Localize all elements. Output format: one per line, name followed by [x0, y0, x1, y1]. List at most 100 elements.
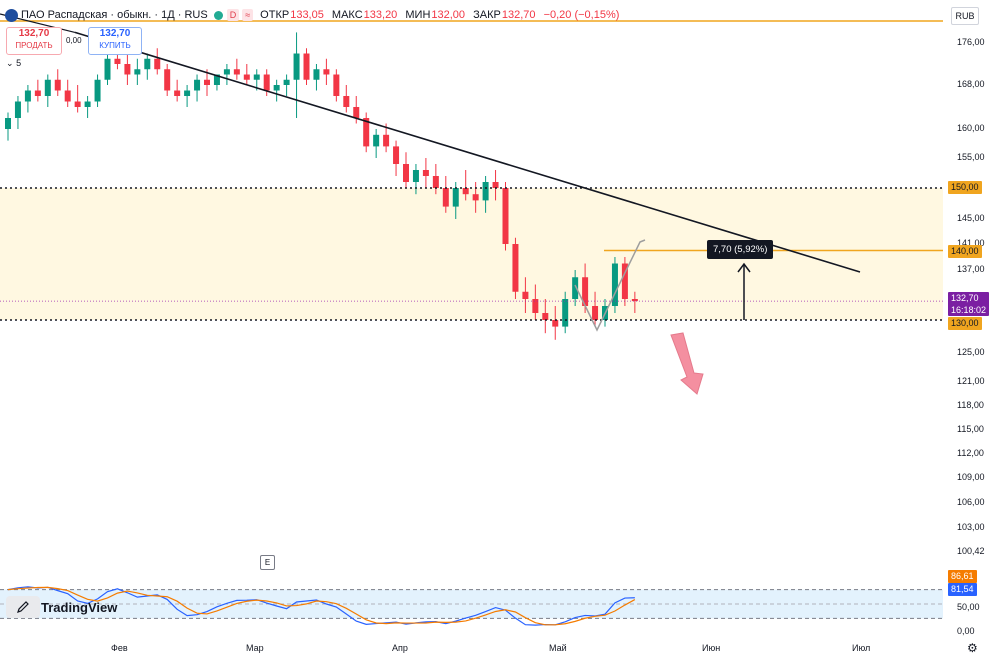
candle-body — [14, 101, 21, 118]
osc-tick: 50,00 — [957, 602, 980, 612]
candle-body — [542, 313, 549, 320]
indicator-toggle[interactable]: ⌄ 5 — [6, 58, 21, 69]
candle-body — [64, 90, 71, 102]
price-tick: 137,00 — [957, 264, 985, 274]
level-150-label: 150,00 — [948, 181, 982, 194]
buy-label: КУПИТЬ — [99, 41, 131, 50]
buy-button[interactable]: 132,70 КУПИТЬ — [88, 27, 142, 55]
ohlc-values: ОТКР133,05 МАКС133,20 МИН132,00 ЗАКР132,… — [260, 9, 624, 21]
buy-price: 132,70 — [99, 28, 131, 39]
month-label: Фев — [111, 643, 128, 653]
high-label: МАКС — [331, 9, 363, 21]
candle-body — [293, 53, 300, 80]
month-label: Июл — [852, 643, 871, 653]
candle-body — [432, 176, 439, 188]
symbol-logo-icon — [5, 8, 18, 22]
candle-body — [492, 182, 499, 188]
candle-body — [562, 299, 569, 327]
osc-tick: 0,00 — [957, 626, 975, 636]
sell-label: ПРОДАТЬ — [15, 41, 53, 50]
candle-body — [333, 74, 340, 96]
gear-icon[interactable]: ⚙ — [967, 641, 978, 655]
symbol-header: ПАО Распадская · обыкн. · 1Д · RUS D ≈ О… — [0, 5, 624, 25]
candle-body — [44, 79, 51, 96]
candle-body — [412, 170, 419, 182]
price-tick: 103,00 — [957, 522, 985, 532]
change-value: −0,20 (−0,15%) — [543, 9, 620, 21]
candle-body — [94, 79, 101, 102]
sell-price: 132,70 — [18, 28, 50, 39]
close-label: ЗАКР — [473, 9, 501, 21]
month-label: Июн — [702, 643, 721, 653]
price-tick: 145,00 — [957, 213, 985, 223]
candle-body — [313, 69, 320, 80]
candle-body — [373, 134, 380, 147]
candle-body — [343, 96, 350, 107]
open-label: ОТКР — [260, 9, 290, 21]
candle-body — [283, 79, 290, 85]
candle-body — [273, 85, 280, 91]
bar-countdown: 16:18:02 — [951, 305, 987, 315]
candle-body — [502, 188, 509, 244]
symbol-title[interactable]: ПАО Распадская · обыкн. · 1Д · RUS — [21, 9, 208, 21]
indicator-count: 5 — [16, 58, 22, 68]
candle-body — [144, 58, 151, 70]
candle-body — [204, 79, 210, 85]
candle-body — [353, 107, 360, 118]
price-tick: 141,00 — [957, 238, 985, 248]
close-value: 132,70 — [501, 9, 536, 21]
candle-body — [611, 263, 618, 306]
candle-body — [422, 170, 429, 176]
candle-body — [572, 277, 579, 299]
candle-body — [124, 64, 131, 75]
price-tick: 106,00 — [957, 497, 985, 507]
measure-arrow-head — [737, 262, 751, 273]
down-arrow-drawing[interactable] — [670, 332, 704, 395]
candle-body — [631, 299, 638, 302]
price-tick: 125,00 — [957, 347, 985, 357]
candle-body — [84, 101, 91, 107]
candle-body — [552, 320, 559, 327]
candle-body — [482, 182, 489, 201]
pencil-icon[interactable] — [6, 596, 40, 618]
candle-body — [403, 164, 409, 182]
candle-body — [263, 74, 270, 91]
tradingview-logo: TradingView — [6, 596, 117, 618]
candle-body — [393, 146, 400, 164]
candle-body — [74, 101, 81, 107]
stoch-d-line — [7, 586, 636, 626]
candle-body — [303, 53, 310, 80]
price-tick: 112,00 — [957, 448, 984, 458]
candle-body — [442, 188, 449, 207]
events-icon[interactable]: E — [260, 555, 275, 570]
data-chip: D — [226, 9, 240, 21]
candle-body — [164, 69, 171, 91]
candle-body — [184, 90, 191, 96]
price-tick: 109,00 — [957, 472, 985, 482]
market-status-icon — [213, 10, 223, 20]
candle-body — [452, 188, 459, 207]
candle-body — [174, 90, 181, 96]
pattern-drawing[interactable] — [574, 239, 646, 332]
candle-body — [233, 69, 240, 75]
stochastic-panel — [0, 586, 943, 626]
candle-body — [5, 118, 11, 129]
month-label: Апр — [392, 643, 408, 653]
stoch-d-label: 81,54 — [948, 583, 977, 596]
month-label: Май — [549, 643, 567, 653]
sell-button[interactable]: 132,70 ПРОДАТЬ — [6, 27, 62, 55]
level-130-label: 130,00 — [948, 317, 982, 330]
stoch-k-line — [7, 586, 635, 626]
candle-body — [243, 74, 250, 80]
candle-body — [194, 79, 201, 91]
candle-body — [363, 118, 370, 147]
price-tick: 121,00 — [957, 376, 985, 386]
candle-body — [213, 74, 220, 85]
currency-button[interactable]: RUB — [951, 7, 979, 25]
candle-body — [154, 58, 161, 70]
trend-line[interactable] — [74, 31, 861, 273]
measure-label[interactable]: 7,70 (5,92%) — [707, 240, 774, 259]
candles — [5, 32, 638, 340]
range-zone — [0, 188, 943, 320]
